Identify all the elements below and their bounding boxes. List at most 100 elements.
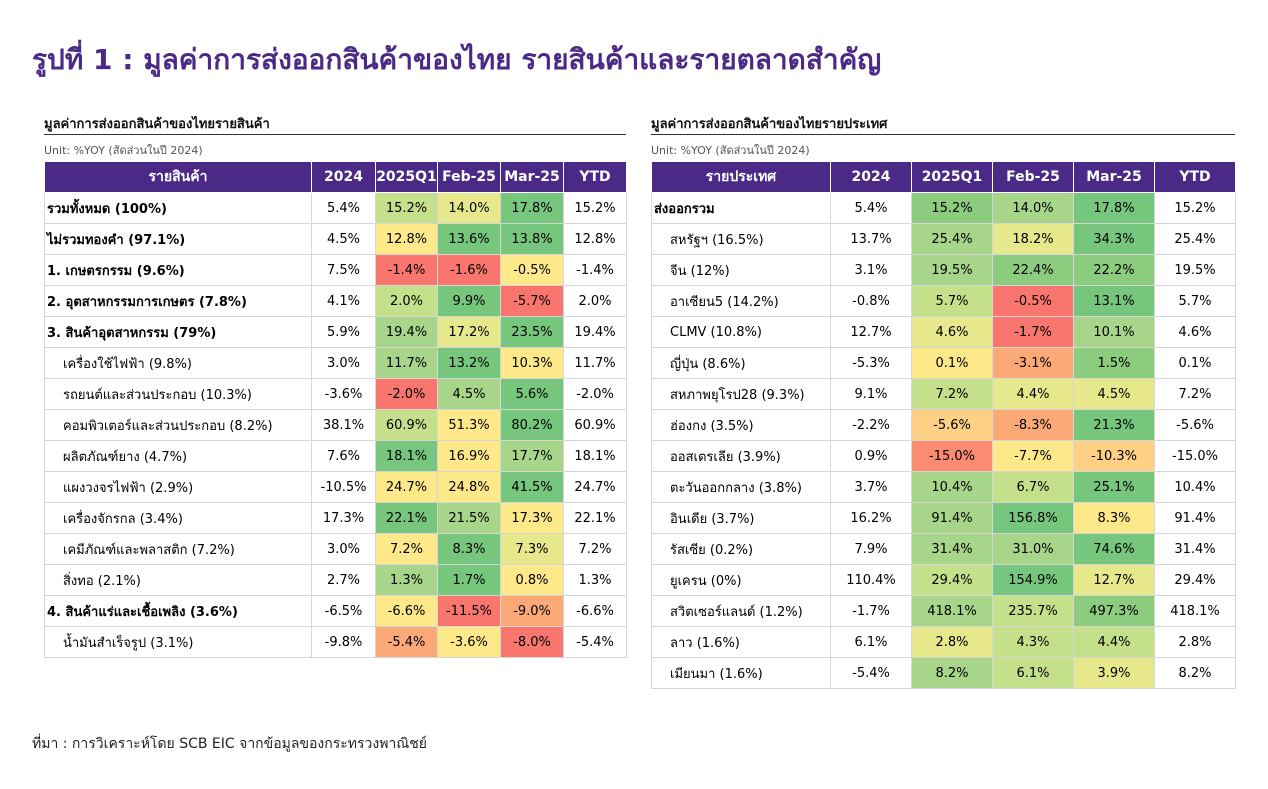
- value-cell: 22.1%: [563, 502, 627, 534]
- value-cell: 74.6%: [1073, 533, 1155, 565]
- value-cell: 8.2%: [911, 657, 993, 689]
- value-cell: 17.3%: [311, 502, 376, 534]
- value-cell: -2.0%: [563, 378, 627, 410]
- value-cell: 10.3%: [500, 347, 564, 379]
- value-cell: 1.5%: [1073, 347, 1155, 379]
- value-cell: -5.4%: [563, 626, 627, 658]
- row-label: CLMV (10.8%): [651, 316, 831, 348]
- value-cell: 16.9%: [437, 440, 501, 472]
- value-cell: 5.7%: [1154, 285, 1236, 317]
- row-label: สิ่งทอ (2.1%): [44, 564, 312, 596]
- value-cell: 51.3%: [437, 409, 501, 441]
- table-row: สวิตเซอร์แลนด์ (1.2%) -1.7% 418.1% 235.7% 49…: [651, 595, 1236, 627]
- table-row: อาเซียน5 (14.2%) -0.8% 5.7% -0.5% 13.1% 5.7%: [651, 285, 1236, 317]
- table-row: ผลิตภัณฑ์ยาง (4.7%) 7.6% 18.1% 16.9% 17.7% 18…: [44, 440, 627, 472]
- value-cell: 11.7%: [375, 347, 438, 379]
- value-cell: -3.6%: [437, 626, 501, 658]
- value-cell: -5.6%: [911, 409, 993, 441]
- value-cell: 4.3%: [992, 626, 1074, 658]
- value-cell: 8.2%: [1154, 657, 1236, 689]
- value-cell: 4.5%: [437, 378, 501, 410]
- product-table-body: รวมทั้งหมด (100%) 5.4% 15.2% 14.0% 17.8% 15.2…: [44, 192, 627, 658]
- value-cell: -9.8%: [311, 626, 376, 658]
- value-cell: 12.7%: [830, 316, 912, 348]
- column-header: 2025Q1: [911, 161, 993, 193]
- row-label: รวมทั้งหมด (100%): [44, 192, 312, 224]
- column-header: YTD: [1154, 161, 1236, 193]
- value-cell: 7.9%: [830, 533, 912, 565]
- table-row: น้ำมันสำเร็จรูป (3.1%) -9.8% -5.4% -3.6% -8.…: [44, 626, 627, 658]
- value-cell: 91.4%: [911, 502, 993, 534]
- value-cell: 1.3%: [563, 564, 627, 596]
- value-cell: 3.0%: [311, 347, 376, 379]
- value-cell: -6.6%: [375, 595, 438, 627]
- value-cell: 7.2%: [375, 533, 438, 565]
- table-row: สหรัฐฯ (16.5%) 13.7% 25.4% 18.2% 34.3% 25.4%: [651, 223, 1236, 255]
- table-row: สิ่งทอ (2.1%) 2.7% 1.3% 1.7% 0.8% 1.3%: [44, 564, 627, 596]
- value-cell: 41.5%: [500, 471, 564, 503]
- column-header: Mar-25: [1073, 161, 1155, 193]
- table-row: ตะวันออกกลาง (3.8%) 3.7% 10.4% 6.7% 25.1% 10.…: [651, 471, 1236, 503]
- table-row: ออสเตรเลีย (3.9%) 0.9% -15.0% -7.7% -10.3% -1…: [651, 440, 1236, 472]
- value-cell: -5.6%: [1154, 409, 1236, 441]
- value-cell: 25.4%: [1154, 223, 1236, 255]
- row-label: อาเซียน5 (14.2%): [651, 285, 831, 317]
- value-cell: 13.7%: [830, 223, 912, 255]
- value-cell: 3.7%: [830, 471, 912, 503]
- value-cell: 10.1%: [1073, 316, 1155, 348]
- figure-title: รูปที่ 1 : มูลค่าการส่งออกสินค้าของไทย ร…: [32, 43, 882, 76]
- value-cell: 15.2%: [911, 192, 993, 224]
- value-cell: 7.5%: [311, 254, 376, 286]
- value-cell: 4.5%: [311, 223, 376, 255]
- value-cell: -15.0%: [1154, 440, 1236, 472]
- row-label: ยูเครน (0%): [651, 564, 831, 596]
- value-cell: 14.0%: [992, 192, 1074, 224]
- row-label: รัสเซีย (0.2%): [651, 533, 831, 565]
- row-label: สหภาพยุโรป28 (9.3%): [651, 378, 831, 410]
- value-cell: 60.9%: [375, 409, 438, 441]
- value-cell: 34.3%: [1073, 223, 1155, 255]
- table-row: ไม่รวมทองคำ (97.1%) 4.5% 12.8% 13.6% 13.8% 12…: [44, 223, 627, 255]
- value-cell: 16.2%: [830, 502, 912, 534]
- value-cell: 4.1%: [311, 285, 376, 317]
- column-header: 2025Q1: [375, 161, 438, 193]
- table-row: 4. สินค้าแร่และเชื้อเพลิง (3.6%) -6.5% -6.…: [44, 595, 627, 627]
- value-cell: 15.2%: [563, 192, 627, 224]
- value-cell: 7.2%: [911, 378, 993, 410]
- value-cell: 17.3%: [500, 502, 564, 534]
- value-cell: 18.1%: [563, 440, 627, 472]
- value-cell: 12.8%: [375, 223, 438, 255]
- row-label: ไม่รวมทองคำ (97.1%): [44, 223, 312, 255]
- value-cell: 9.1%: [830, 378, 912, 410]
- table-row: ญี่ปุ่น (8.6%) -5.3% 0.1% -3.1% 1.5% 0.1%: [651, 347, 1236, 379]
- value-cell: 80.2%: [500, 409, 564, 441]
- value-cell: 29.4%: [1154, 564, 1236, 596]
- value-cell: 7.2%: [1154, 378, 1236, 410]
- product-table-title: มูลค่าการส่งออกสินค้าของไทยรายสินค้า: [44, 113, 626, 135]
- value-cell: 3.9%: [1073, 657, 1155, 689]
- row-label: แผงวงจรไฟฟ้า (2.9%): [44, 471, 312, 503]
- value-cell: -5.7%: [500, 285, 564, 317]
- value-cell: 17.7%: [500, 440, 564, 472]
- row-label: 2. อุตสาหกรรมการเกษตร (7.8%): [44, 285, 312, 317]
- column-header: Feb-25: [992, 161, 1074, 193]
- row-label: เครื่องใช้ไฟฟ้า (9.8%): [44, 347, 312, 379]
- value-cell: 13.2%: [437, 347, 501, 379]
- value-cell: 0.1%: [911, 347, 993, 379]
- value-cell: 418.1%: [1154, 595, 1236, 627]
- table-row: แผงวงจรไฟฟ้า (2.9%) -10.5% 24.7% 24.8% 41.5%…: [44, 471, 627, 503]
- row-label: คอมพิวเตอร์และส่วนประกอบ (8.2%): [44, 409, 312, 441]
- table-row: รวมทั้งหมด (100%) 5.4% 15.2% 14.0% 17.8% 15.2…: [44, 192, 627, 224]
- value-cell: 4.4%: [992, 378, 1074, 410]
- value-cell: 17.2%: [437, 316, 501, 348]
- table-row: 3. สินค้าอุตสาหกรรม (79%) 5.9% 19.4% 17.2% 2…: [44, 316, 627, 348]
- table-row: CLMV (10.8%) 12.7% 4.6% -1.7% 10.1% 4.6%: [651, 316, 1236, 348]
- table-row: เคมีภัณฑ์และพลาสติก (7.2%) 3.0% 7.2% 8.3% 7.…: [44, 533, 627, 565]
- value-cell: 8.3%: [1073, 502, 1155, 534]
- value-cell: -5.4%: [830, 657, 912, 689]
- row-label: ออสเตรเลีย (3.9%): [651, 440, 831, 472]
- country-table-panel: มูลค่าการส่งออกสินค้าของไทยรายประเทศ Uni…: [651, 113, 1236, 689]
- table-row: คอมพิวเตอร์และส่วนประกอบ (8.2%) 38.1% 60.9…: [44, 409, 627, 441]
- value-cell: 22.1%: [375, 502, 438, 534]
- value-cell: -3.6%: [311, 378, 376, 410]
